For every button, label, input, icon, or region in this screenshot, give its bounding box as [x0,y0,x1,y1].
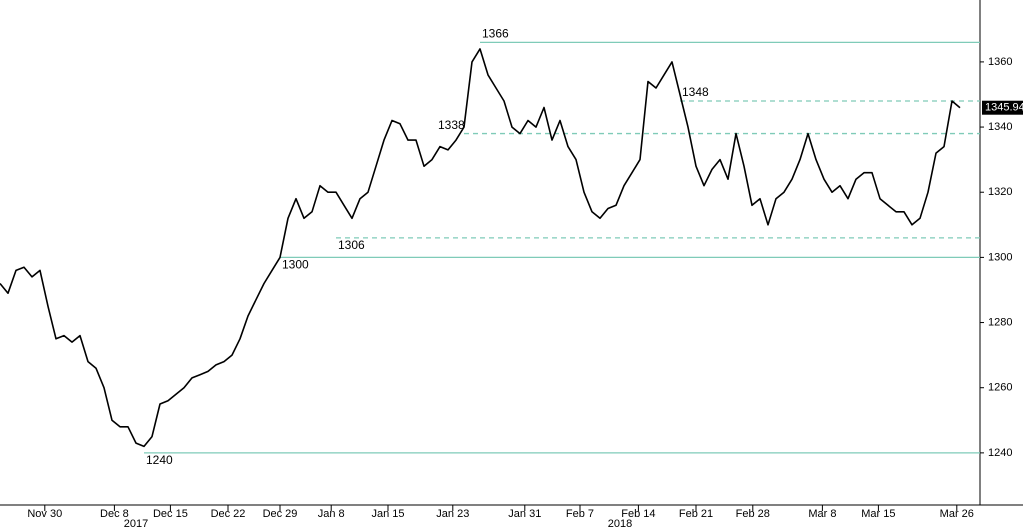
x-tick-label: Jan 23 [436,508,469,520]
last-price-label: 1345.94 [985,102,1023,114]
level-label: 1338 [438,118,465,132]
x-tick-label: Jan 15 [371,508,404,520]
year-label: 2017 [124,518,148,529]
x-tick-label: Feb 14 [621,508,655,520]
y-tick-label: 1280 [988,316,1012,328]
x-tick-label: Feb 28 [736,508,770,520]
y-tick-label: 1240 [988,447,1012,459]
x-tick-label: Mar 8 [808,508,836,520]
y-tick-label: 1340 [988,121,1012,133]
last-price-tag [982,100,1023,115]
x-tick-label: Mar 15 [861,508,895,520]
x-tick-label: Mar 26 [940,508,974,520]
x-tick-label: Dec 15 [153,508,188,520]
x-tick-label: Dec 22 [211,508,246,520]
level-label: 1366 [482,27,509,41]
x-tick-label: Dec 8 [100,508,129,520]
y-tick-label: 1300 [988,251,1012,263]
level-label: 1348 [682,85,709,99]
y-tick-label: 1320 [988,186,1012,198]
x-tick-label: Feb 7 [566,508,594,520]
year-label: 2018 [608,518,632,529]
x-tick-label: Jan 8 [318,508,345,520]
level-label: 1300 [282,258,309,272]
level-label: 1306 [338,238,365,252]
x-tick-label: Dec 29 [263,508,298,520]
level-label: 1240 [146,453,173,467]
y-tick-label: 1260 [988,382,1012,394]
price-line [0,48,961,448]
x-tick-label: Feb 21 [679,508,713,520]
y-tick-label: 1360 [988,56,1012,68]
x-tick-label: Nov 30 [27,508,62,520]
x-tick-label: Jan 31 [508,508,541,520]
